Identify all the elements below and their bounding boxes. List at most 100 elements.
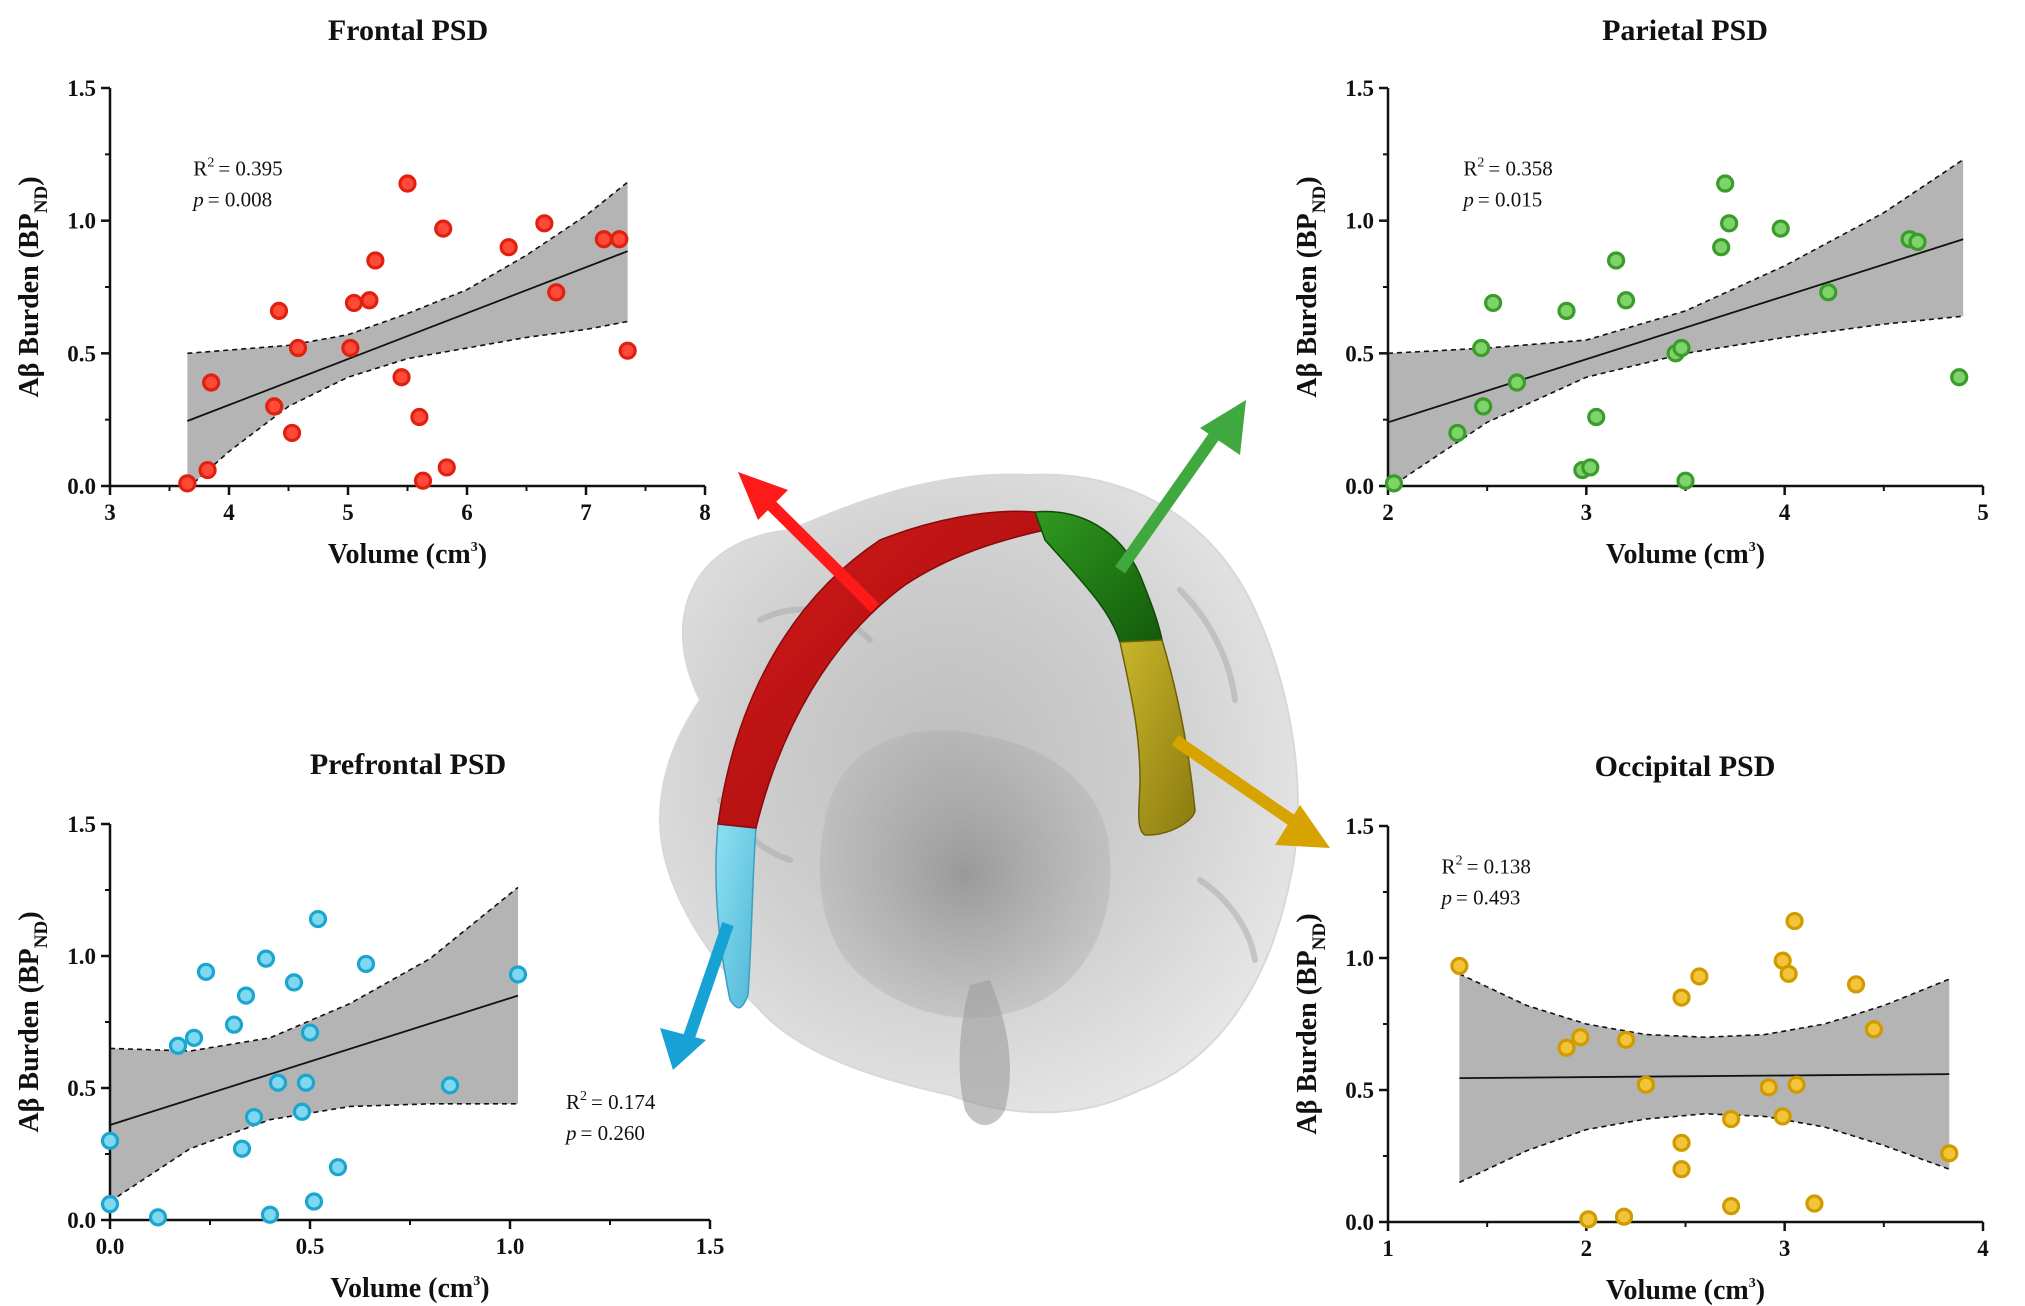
parietal-x-label-end: ): [1756, 539, 1765, 570]
frontal-data-point-17: [499, 238, 518, 257]
parietal-y-label-end: ): [1292, 176, 1323, 185]
parietal-r2-value: = 0.358: [1488, 157, 1552, 181]
prefrontal-data-point-7: [232, 1139, 252, 1158]
occipital-p-value: = 0.493: [1456, 886, 1520, 910]
frontal-y-tick-label: 0.5: [67, 341, 96, 366]
frontal-y-label-end: ): [14, 176, 45, 185]
frontal-p-value: = 0.008: [208, 188, 272, 212]
frontal-x-tick-label: 5: [342, 500, 354, 525]
prefrontal-segment: [715, 823, 757, 1009]
prefrontal-y-axis-label: Aβ Burden (BPND): [14, 911, 52, 1132]
prefrontal-data-point-6: [224, 1015, 244, 1034]
frontal-data-point-19: [547, 283, 566, 302]
occipital-regression-line: [1459, 1073, 1950, 1080]
occipital-data-point-15: [1773, 1107, 1792, 1126]
parietal-p-annotation: p = 0.015: [1461, 188, 1542, 212]
brain-inner-structures: [820, 730, 1111, 1018]
prefrontal-data-point-3: [168, 1036, 188, 1055]
brainstem: [959, 980, 1010, 1125]
parietal-p-value: = 0.015: [1478, 188, 1542, 212]
parietal-y-tick-label: 0.5: [1345, 341, 1374, 366]
occipital-data-point-8: [1672, 1160, 1691, 1179]
occipital-x-tick-label: 4: [1977, 1236, 1989, 1261]
frontal-y-tick-label: 1.5: [67, 76, 96, 101]
prefrontal-data-point-14: [292, 1102, 312, 1121]
parietal-data-point-19: [1819, 283, 1838, 302]
frontal-data-point-4: [269, 301, 289, 320]
occipital-y-label-end: ): [1292, 913, 1323, 922]
frontal-x-label-sup: 3: [471, 540, 478, 555]
occipital-data-point-7: [1672, 1133, 1691, 1152]
prefrontal-data-point-2: [148, 1208, 168, 1227]
frontal-data-point-11: [392, 368, 411, 387]
occipital-data-point-19: [1805, 1194, 1824, 1213]
prefrontal-y-label-text: Aβ Burden (BP: [14, 948, 45, 1132]
occipital-confidence-band: [1459, 973, 1950, 1183]
parietal-y-label-text: Aβ Burden (BP: [1292, 213, 1323, 397]
parietal-data-point-2: [1472, 338, 1491, 358]
occipital-data-point-17: [1785, 911, 1804, 931]
frontal-x-label-text: Volume (cm: [328, 539, 471, 570]
prefrontal-y-tick-label: 1.5: [67, 812, 96, 837]
prefrontal-confidence-band: [110, 887, 518, 1202]
occipital-data-point-12: [1722, 1109, 1741, 1129]
frontal-data-point-22: [618, 341, 637, 360]
frontal-x-tick-label: 3: [104, 500, 116, 525]
prefrontal-arrow: [660, 922, 734, 1070]
prefrontal-x-label-end: ): [480, 1273, 489, 1304]
prefrontal-x-label-sup: 3: [473, 1274, 480, 1289]
parietal-x-label-sup: 3: [1749, 540, 1756, 555]
prefrontal-data-point-8: [236, 986, 256, 1005]
frontal-data-point-16: [437, 458, 456, 477]
prefrontal-data-point-1: [100, 1131, 120, 1150]
parietal-data-point-13: [1672, 338, 1691, 358]
prefrontal-data-point-4: [184, 1028, 204, 1047]
prefrontal-data-point-15: [296, 1073, 316, 1092]
parietal-y-axis-label: Aβ Burden (BPND): [1292, 176, 1330, 397]
frontal-y-axis-label: Aβ Burden (BPND): [14, 176, 52, 397]
frontal-regression-line: [187, 250, 628, 422]
prefrontal-x-tick-label: 0.5: [296, 1234, 325, 1259]
parietal-x-tick-label: 3: [1581, 500, 1593, 525]
occipital-x-axis-label: Volume (cm3): [1606, 1275, 1765, 1306]
frontal-data-point-0: [178, 474, 197, 493]
occipital-y-tick-label: 1.5: [1345, 814, 1374, 839]
frontal-data-point-10: [366, 251, 385, 270]
prefrontal-data-point-22: [508, 965, 528, 984]
frontal-data-point-5: [282, 423, 302, 443]
prefrontal-x-tick-label: 1.0: [496, 1234, 525, 1259]
frontal-x-tick-label: 6: [461, 500, 473, 525]
parietal-data-point-22: [1950, 368, 1969, 387]
occipital-data-point-22: [1940, 1144, 1959, 1163]
occipital-data-point-6: [1636, 1075, 1655, 1094]
occipital-ci-upper-line: [1459, 973, 1950, 1039]
parietal-ci-lower-line: [1387, 315, 1964, 490]
prefrontal-data-point-12: [268, 1073, 288, 1092]
frontal-x-label-end: ): [478, 539, 487, 570]
occipital-y-label-sub: ND: [1309, 923, 1330, 950]
occipital-data-point-4: [1614, 1207, 1634, 1226]
frontal-data-point-13: [410, 407, 429, 427]
parietal-segment: [1033, 510, 1163, 643]
prefrontal-data-point-18: [308, 909, 328, 929]
parietal-x-label-text: Volume (cm: [1606, 539, 1749, 570]
frontal-y-label-text: Aβ Burden (BP: [14, 213, 45, 397]
parietal-y-tick-label: 0.0: [1345, 474, 1374, 499]
frontal-data-point-1: [198, 460, 217, 480]
frontal-data-point-15: [434, 219, 453, 238]
parietal-data-point-11: [1616, 291, 1636, 310]
frontal-x-tick-label: 4: [223, 500, 235, 525]
parietal-data-point-10: [1606, 251, 1626, 270]
prefrontal-data-point-19: [328, 1158, 348, 1177]
parietal-x-tick-label: 4: [1779, 500, 1791, 525]
parietal-x-tick-label: 5: [1977, 500, 1989, 525]
frontal-data-point-18: [535, 214, 554, 233]
prefrontal-p-annotation: p = 0.260: [564, 1121, 645, 1145]
prefrontal-data-point-16: [300, 1023, 320, 1042]
occipital-data-point-11: [1722, 1197, 1741, 1216]
occipital-data-point-1: [1557, 1038, 1576, 1057]
occipital-x-tick-label: 2: [1581, 1236, 1593, 1261]
prefrontal-data-point-10: [256, 949, 276, 968]
